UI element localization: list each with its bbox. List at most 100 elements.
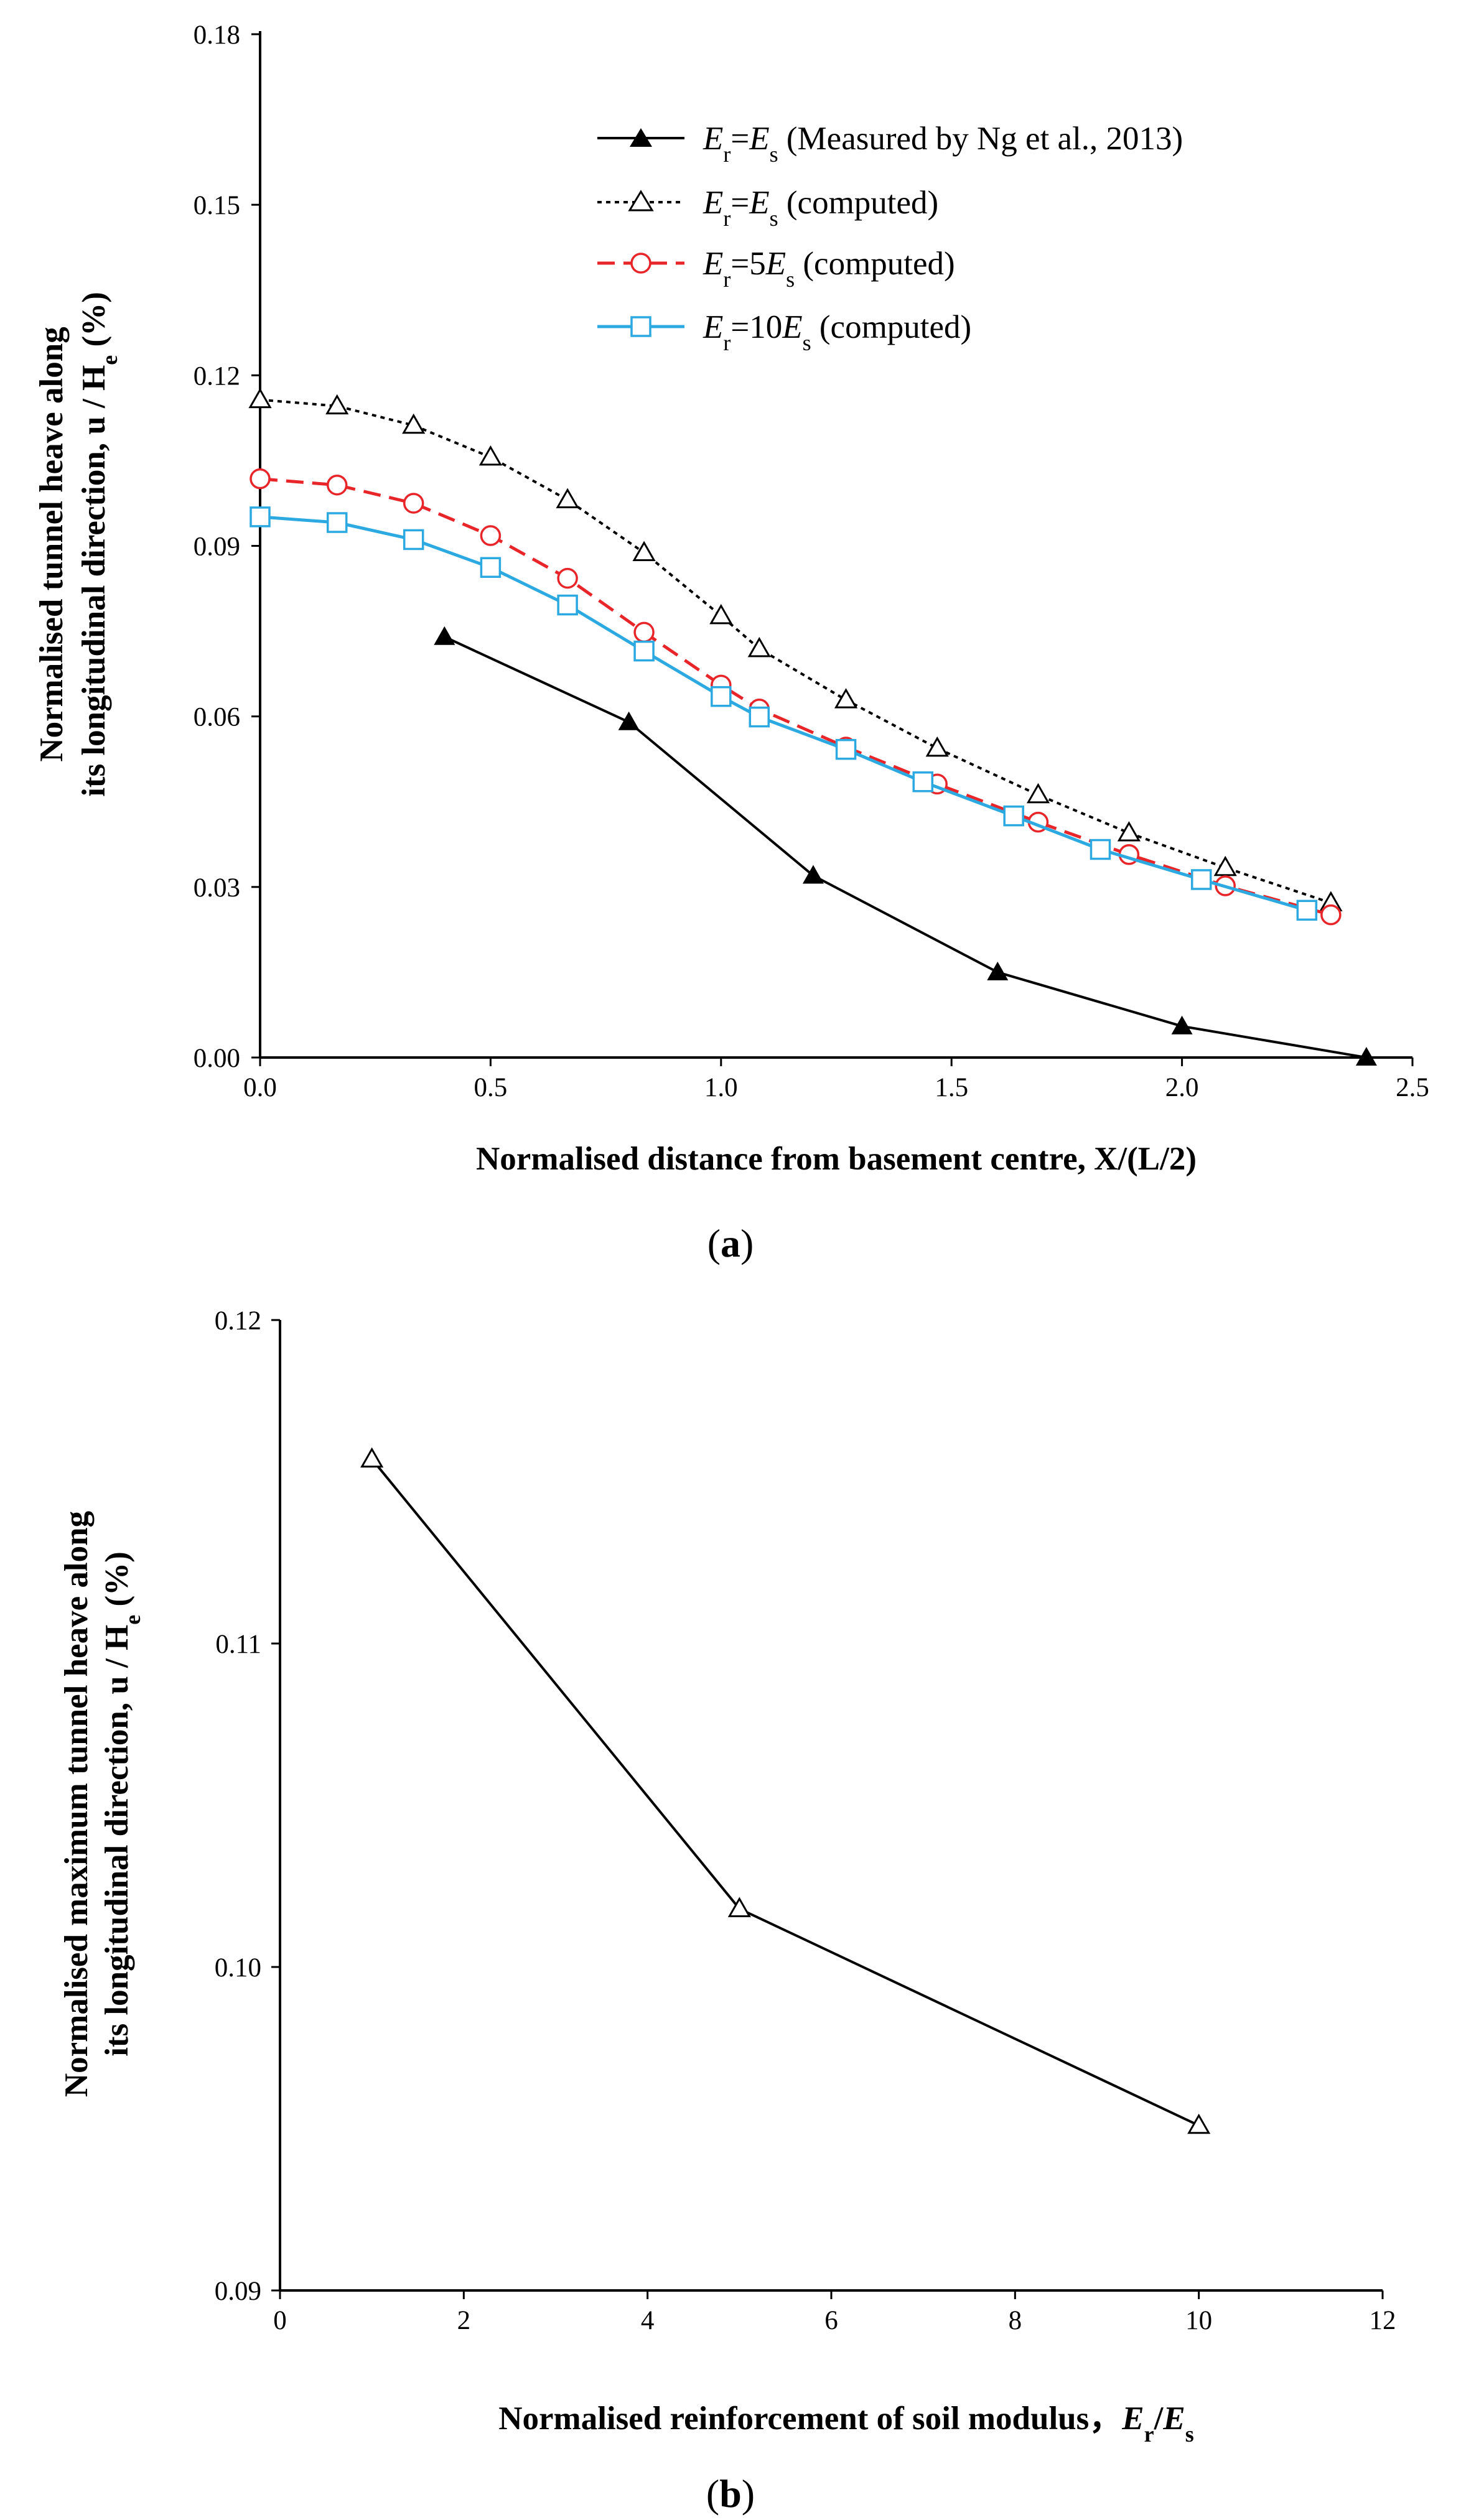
x-tick-label: 2 (457, 2306, 471, 2335)
x-tick-label: 2.5 (1396, 1073, 1429, 1102)
data-point (325, 394, 349, 415)
legend-open-square-icon (630, 316, 651, 337)
data-point (1117, 821, 1141, 842)
data-point (402, 413, 426, 434)
x-tick-label: 2.0 (1165, 1073, 1199, 1102)
data-point (1190, 869, 1212, 890)
y-tick-label: 0.12 (194, 361, 240, 391)
data-point (326, 512, 348, 533)
x-tick-label: 0.0 (243, 1073, 277, 1102)
data-point (925, 736, 949, 757)
chart-b-y-ticks: 0.09 0.10 0.11 0.12 (215, 1306, 280, 2306)
data-point (1296, 900, 1318, 921)
y-tick-label: 0.06 (194, 703, 240, 732)
chart-b-y-axis-title-line2: its longitudinal direction, u / He (%) (99, 1551, 145, 2057)
chart-a-x-axis-title: Normalised distance from basement centre… (476, 1141, 1197, 1177)
data-point (835, 738, 857, 760)
chart-a: 0.00 0.03 0.06 0.09 0.12 0.15 0.18 0.0 0.5 1.0 1.… (34, 21, 1429, 1265)
x-tick-label: 0.5 (474, 1073, 508, 1102)
y-tick-label: 0.10 (215, 1953, 261, 1983)
x-tick-label: 1.5 (935, 1073, 968, 1102)
legend-label-computed-5: Er=5Es (computed) (702, 246, 955, 292)
x-tick-label: 1.0 (704, 1073, 738, 1102)
legend-label-computed-10: Er=10Es (computed) (702, 309, 971, 355)
data-point (326, 474, 348, 496)
data-point (403, 493, 424, 514)
series-2 (250, 468, 1342, 926)
series-3 (250, 506, 1318, 921)
series-line (259, 398, 1332, 904)
data-point (1355, 1047, 1377, 1066)
data-point (1026, 783, 1050, 804)
legend-item-computed-10: Er=10Es (computed) (597, 309, 971, 355)
x-tick-label: 0 (273, 2306, 287, 2335)
y-tick-label: 0.09 (194, 532, 240, 562)
chart-a-y-axis-title-line1: Normalised tunnel heave along (34, 327, 70, 761)
data-point (478, 445, 502, 466)
y-tick-label: 0.18 (194, 21, 240, 50)
legend-label-computed-1: Er=Es (computed) (702, 185, 938, 231)
series-line (371, 1458, 1200, 2127)
data-point (987, 961, 1009, 980)
series-1 (248, 388, 1343, 911)
legend-item-measured: Er=Es (Measured by Ng et al., 2013) (597, 121, 1183, 167)
data-point (480, 557, 502, 578)
data-point (480, 525, 502, 546)
chart-a-panel-label: (a) (707, 1221, 754, 1265)
data-point (633, 640, 655, 662)
data-point (1187, 2113, 1211, 2134)
x-tick-label: 12 (1370, 2306, 1396, 2335)
x-tick-label: 6 (824, 2306, 838, 2335)
data-point (727, 1897, 751, 1917)
data-point (360, 1447, 384, 1468)
x-tick-label: 10 (1185, 2306, 1212, 2335)
data-point (1320, 904, 1342, 926)
data-point (557, 567, 578, 589)
data-point (403, 529, 424, 551)
legend-item-computed-1: Er=Es (computed) (597, 185, 938, 231)
legend-open-circle-icon (630, 253, 651, 274)
x-tick-label: 4 (641, 2306, 655, 2335)
data-point (749, 706, 770, 728)
data-point (250, 506, 271, 528)
data-point (711, 686, 732, 707)
chart-b-y-axis-title-line1: Normalised maximum tunnel heave along (58, 1511, 95, 2097)
data-point (709, 603, 733, 625)
series-line (259, 515, 1308, 912)
data-point (1213, 855, 1237, 876)
data-point (618, 711, 640, 730)
y-tick-label: 0.03 (194, 873, 240, 903)
data-point (834, 688, 858, 709)
data-point (632, 541, 656, 561)
x-tick-label: 8 (1009, 2306, 1022, 2335)
data-point (1090, 839, 1111, 860)
y-tick-label: 0.15 (194, 191, 240, 220)
series-0 (360, 1447, 1211, 2134)
chart-b-series (360, 1447, 1211, 2134)
series-line (444, 635, 1367, 1059)
y-tick-label: 0.00 (194, 1044, 240, 1073)
data-point (633, 621, 655, 643)
legend-filled-triangle-icon (630, 128, 652, 147)
data-point (747, 636, 771, 658)
data-point (802, 865, 824, 884)
data-point (1003, 805, 1024, 827)
y-tick-label: 0.09 (215, 2277, 261, 2306)
y-tick-label: 0.12 (215, 1306, 261, 1336)
y-tick-label: 0.11 (215, 1630, 261, 1659)
data-point (250, 468, 271, 490)
chart-a-x-ticks: 0.0 0.5 1.0 1.5 2.0 2.5 (243, 1058, 1429, 1102)
legend-label-measured: Er=Es (Measured by Ng et al., 2013) (702, 121, 1183, 167)
data-point (556, 488, 579, 508)
chart-b-x-axis-title: Normalised reinforcement of soil modulus… (498, 2401, 1193, 2447)
chart-a-legend: Er=Es (Measured by Ng et al., 2013) Er=E… (597, 121, 1183, 355)
chart-a-y-axis-title-line2: its longitudinal direction, u / He (%) (76, 292, 122, 797)
legend-open-triangle-icon (628, 190, 654, 212)
data-point (248, 388, 272, 409)
chart-a-y-ticks: 0.00 0.03 0.06 0.09 0.12 0.15 0.18 (194, 21, 260, 1073)
data-point (912, 771, 934, 793)
data-point (434, 626, 455, 645)
data-point (1171, 1015, 1193, 1035)
data-point (557, 594, 578, 616)
